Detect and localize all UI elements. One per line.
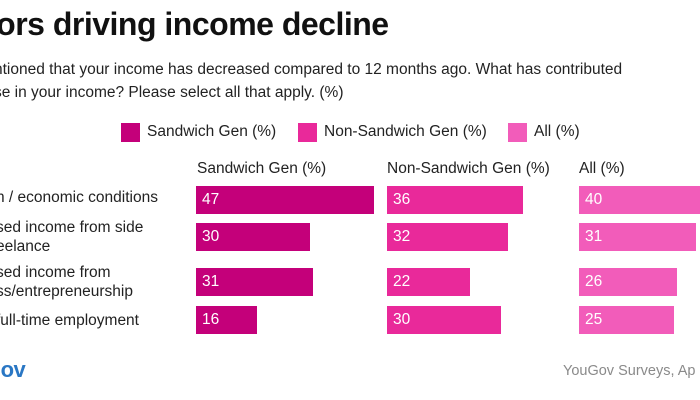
row-label-side-income: sed income from side eelance [0,218,143,256]
bar-value-label: 32 [393,228,411,245]
bar-value-label: 31 [202,273,220,290]
legend-item-sandwich: Sandwich Gen (%) [121,122,276,142]
bar-all-0: 40 [579,186,700,214]
bar-value-label: 31 [585,228,603,245]
bar-sandwich-2: 31 [196,268,313,296]
column-header-sandwich: Sandwich Gen (%) [197,160,327,177]
bar-non-sandwich-3: 30 [387,306,501,334]
bar-value-label: 36 [393,191,411,208]
bar-sandwich-0: 47 [196,186,374,214]
bar-value-label: 40 [585,191,603,208]
row-label-economic-conditions-line-1: n / economic conditions [0,189,158,206]
chart-subtitle-line-1: ntioned that your income has decreased c… [0,61,623,78]
source-note: YouGov Surveys, Ap [563,363,696,379]
yougov-logo: Gov [0,357,26,382]
bar-all-2: 26 [579,268,677,296]
bar-value-label: 16 [202,311,220,328]
row-label-side-income-line-2: eelance [0,238,51,255]
bar-sandwich-3: 16 [196,306,257,334]
legend-swatch-non-sandwich [298,122,317,142]
legend-label-sandwich: Sandwich Gen (%) [147,123,277,140]
legend-label-non-sandwich: Non-Sandwich Gen (%) [324,123,487,140]
row-label-full-time-employment: full-time employment [0,311,139,330]
bar-value-label: 30 [202,228,220,245]
row-label-business-income: sed income from ss/entrepreneurship [0,263,133,301]
bar-non-sandwich-0: 36 [387,186,523,214]
bar-value-label: 47 [202,191,220,208]
row-label-full-time-employment-line-1: full-time employment [0,312,139,329]
bar-all-1: 31 [579,223,696,251]
legend-swatch-all [508,122,527,142]
bar-all-3: 25 [579,306,674,334]
bar-sandwich-1: 30 [196,223,310,251]
row-label-business-income-line-1: sed income from [0,264,111,281]
column-header-all: All (%) [579,160,625,177]
bar-value-label: 22 [393,273,411,290]
row-label-business-income-line-2: ss/entrepreneurship [0,283,133,300]
bar-value-label: 26 [585,273,603,290]
row-label-side-income-line-1: sed income from side [0,219,144,236]
legend-swatch-sandwich [121,122,140,142]
chart-title: tors driving income decline [0,6,389,42]
bar-value-label: 30 [393,311,411,328]
column-header-non-sandwich: Non-Sandwich Gen (%) [387,160,550,177]
row-label-economic-conditions: n / economic conditions [0,188,158,207]
bar-non-sandwich-2: 22 [387,268,470,296]
bar-non-sandwich-1: 32 [387,223,508,251]
chart-subtitle-line-2: se in your income? Please select all tha… [0,84,344,101]
bar-value-label: 25 [585,311,603,328]
legend-label-all: All (%) [534,123,580,140]
legend-item-all: All (%) [508,122,580,142]
legend-item-non-sandwich: Non-Sandwich Gen (%) [298,122,487,142]
